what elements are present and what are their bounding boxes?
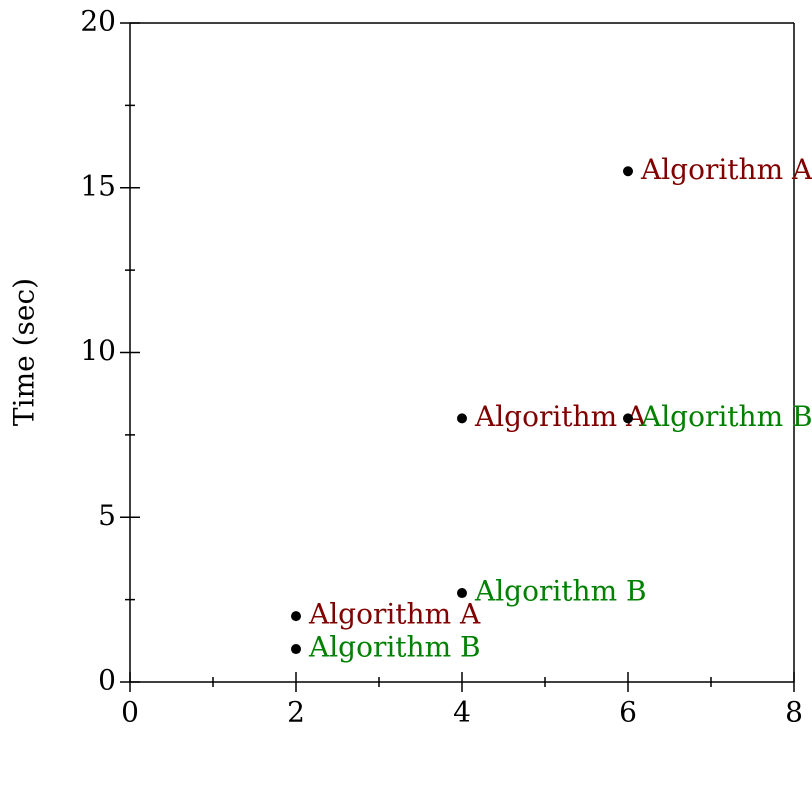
point [291, 644, 301, 655]
x-tick-label: 6 [619, 696, 637, 729]
point [623, 413, 633, 424]
point-label: Algorithm B [640, 400, 812, 433]
x-tick-label: 2 [287, 696, 305, 729]
point-label: Algorithm A [640, 153, 812, 186]
y-tick-label: 15 [80, 169, 116, 202]
point-label: Algorithm B [308, 631, 481, 664]
x-tick-label: 4 [453, 696, 471, 729]
y-tick-label: 5 [98, 499, 116, 532]
point [457, 588, 467, 599]
point-label: Algorithm A [474, 400, 647, 433]
point-label: Algorithm B [474, 575, 647, 608]
x-tick-label: 0 [121, 696, 139, 729]
y-axis-label: Time (sec) [8, 278, 41, 426]
point [457, 413, 467, 424]
x-tick-label: 8 [785, 696, 803, 729]
y-tick-label: 10 [80, 334, 116, 367]
point [623, 166, 633, 177]
point-label: Algorithm A [308, 598, 481, 631]
point [291, 611, 301, 622]
y-tick-label: 20 [80, 5, 116, 38]
y-tick-label: 0 [98, 664, 116, 697]
